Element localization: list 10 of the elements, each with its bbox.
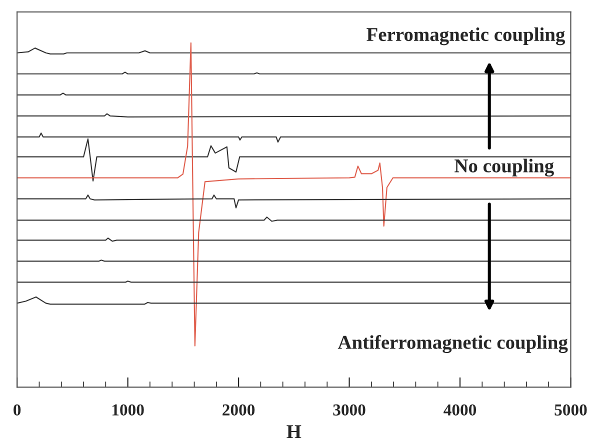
x-axis-title: H — [286, 425, 302, 438]
annotation: No coupling — [454, 158, 554, 177]
x-tick-label: 3000 — [333, 404, 366, 416]
x-tick-label: 2000 — [222, 404, 255, 416]
x-tick-label: 1000 — [112, 404, 144, 416]
x-tick-label: 0 — [14, 404, 21, 416]
x-tick-label: 4000 — [444, 404, 476, 416]
annotation: Antiferromagnetic coupling — [338, 335, 568, 354]
annotation: Ferromagnetic coupling — [366, 27, 566, 46]
x-tick-label: 5000 — [554, 404, 587, 416]
